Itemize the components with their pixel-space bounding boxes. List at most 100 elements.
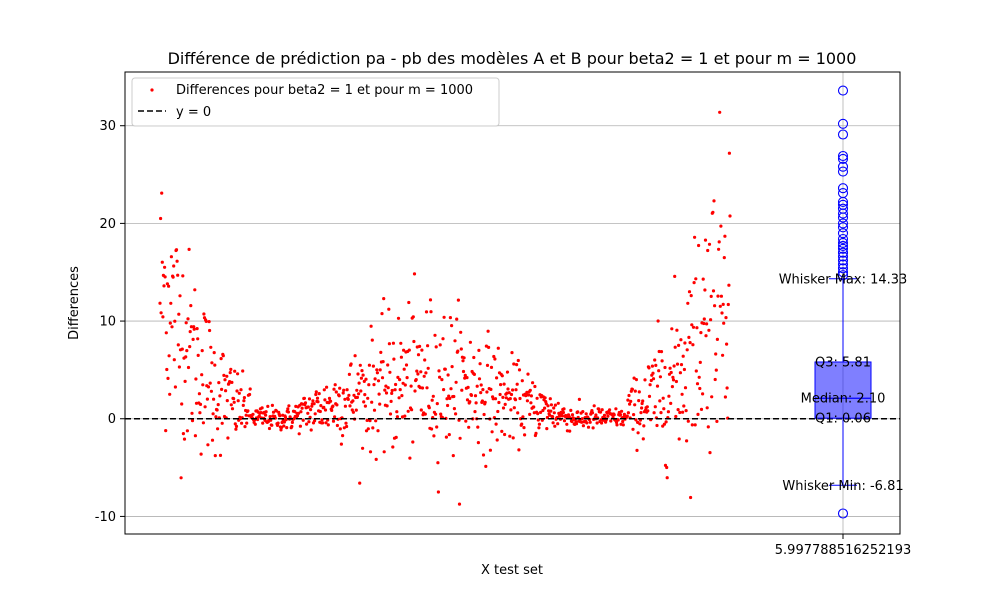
scatter-point (692, 281, 696, 285)
outlier-marker (837, 508, 849, 519)
scatter-point (194, 377, 198, 381)
scatter-point (389, 399, 393, 403)
scatter-point (398, 388, 402, 392)
scatter-point (188, 330, 192, 334)
scatter-point (664, 420, 668, 424)
scatter-point (553, 403, 558, 407)
scatter-point (395, 415, 399, 419)
scatter-point (346, 397, 350, 401)
scatter-point (508, 397, 512, 401)
scatter-point (232, 397, 236, 401)
scatter-point (261, 421, 265, 425)
scatter-point (366, 427, 370, 431)
scatter-point (614, 407, 618, 411)
scatter-point (428, 298, 433, 302)
scatter-point (685, 439, 689, 443)
scatter-point (325, 385, 329, 389)
scatter-point (371, 426, 375, 430)
scatter-point (450, 324, 454, 328)
scatter-point (396, 375, 400, 379)
scatter-point (509, 408, 513, 412)
scatter-point (270, 403, 274, 407)
scatter-point (209, 389, 213, 393)
scatter-point (317, 392, 321, 396)
scatter-point (297, 432, 301, 436)
scatter-point (643, 378, 647, 382)
scatter-point (697, 243, 701, 248)
scatter-point (552, 411, 556, 415)
scatter-point (505, 370, 510, 374)
scatter-point (441, 337, 445, 341)
scatter-point (196, 353, 200, 357)
scatter-point (229, 403, 233, 407)
scatter-point (495, 438, 499, 442)
scatter-point (358, 481, 362, 485)
scatter-point (665, 465, 669, 470)
scatter-point (411, 440, 415, 444)
scatter-point (489, 387, 493, 391)
scatter-point (282, 420, 286, 424)
scatter-point (690, 423, 694, 427)
scatter-point (158, 301, 162, 305)
scatter-point (614, 420, 619, 424)
scatter-point (449, 387, 453, 391)
scatter-point (591, 426, 595, 430)
scatter-point (448, 316, 452, 320)
outlier-marker (837, 243, 849, 254)
scatter-point (447, 433, 451, 437)
scatter-point (631, 427, 635, 431)
scatter-point (513, 398, 518, 402)
scatter-point (184, 321, 188, 325)
scatter-point (615, 423, 619, 427)
scatter-point (333, 415, 337, 419)
scatter-point (706, 248, 710, 253)
scatter-point (640, 401, 644, 406)
scatter-point (718, 110, 722, 114)
scatter-point (318, 409, 322, 414)
scatter-point (368, 450, 373, 454)
scatter-point (422, 374, 426, 378)
scatter-point (529, 394, 534, 398)
scatter-point (430, 427, 434, 431)
scatter-point (169, 255, 173, 259)
scatter-point (682, 404, 686, 408)
scatter-point (338, 427, 342, 431)
outlier-marker (837, 153, 849, 164)
scatter-point (452, 394, 456, 399)
scatter-point (618, 413, 623, 417)
scatter-point (481, 453, 486, 457)
scatter-point (630, 387, 635, 391)
scatter-point (394, 435, 398, 439)
scatter-point (502, 382, 506, 386)
scatter-point (445, 397, 449, 401)
scatter-point (398, 378, 402, 382)
scatter-point (602, 413, 607, 417)
scatter-point (581, 410, 585, 414)
scatter-point (569, 408, 573, 412)
scatter-point (462, 356, 466, 360)
scatter-point (241, 369, 245, 373)
scatter-point (323, 408, 328, 412)
scatter-point (453, 339, 457, 343)
scatter-point (211, 412, 215, 416)
scatter-point (722, 321, 726, 325)
scatter-point (193, 288, 197, 292)
scatter-point (174, 248, 179, 252)
scatter-point (327, 396, 332, 400)
y-tick-label: 20 (99, 217, 116, 232)
scatter-point (515, 363, 519, 367)
scatter-point (673, 274, 677, 278)
scatter-point (653, 358, 657, 362)
scatter-point (305, 422, 309, 426)
scatter-point (536, 412, 540, 416)
scatter-point (361, 446, 365, 450)
scatter-point (703, 238, 708, 242)
scatter-point (677, 437, 681, 441)
scatter-point (414, 378, 418, 382)
scatter-point (537, 422, 542, 426)
scatter-point (309, 408, 313, 412)
scatter-point (560, 414, 564, 418)
scatter-point (504, 396, 508, 400)
scatter-point (237, 391, 241, 395)
scatter-point (404, 363, 409, 367)
